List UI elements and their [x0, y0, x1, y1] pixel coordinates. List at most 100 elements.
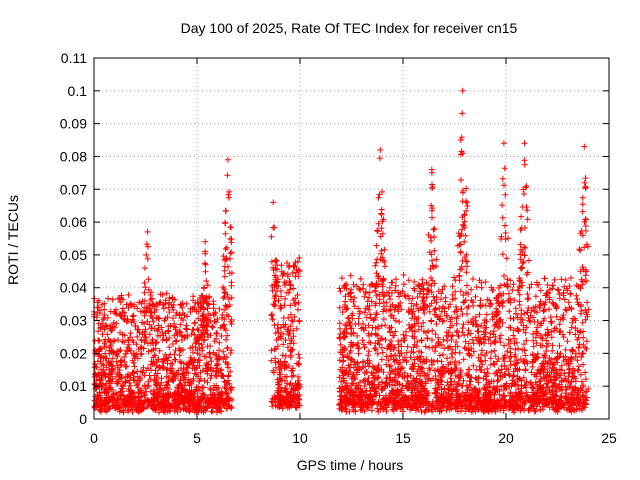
data-point — [548, 318, 555, 325]
data-point — [189, 365, 196, 372]
data-point — [221, 321, 227, 328]
data-point — [421, 310, 428, 317]
data-point — [110, 319, 117, 326]
data-point — [292, 403, 299, 410]
data-point — [136, 402, 143, 409]
data-point — [203, 362, 210, 369]
data-point — [483, 311, 490, 318]
data-point — [378, 356, 385, 363]
data-point — [180, 317, 186, 323]
data-point — [169, 294, 176, 301]
y-tick-label: 0.1 — [68, 83, 88, 99]
data-point — [287, 282, 294, 289]
data-point — [455, 230, 462, 237]
data-point — [197, 369, 204, 376]
data-point — [142, 385, 149, 392]
data-point — [105, 295, 112, 302]
data-point — [224, 332, 231, 339]
data-point — [290, 394, 297, 401]
data-point — [133, 382, 140, 389]
data-point — [118, 374, 124, 381]
data-point — [222, 230, 229, 237]
data-point — [142, 265, 148, 272]
data-point — [284, 260, 290, 266]
data-point — [101, 306, 108, 313]
data-point — [156, 347, 163, 354]
data-point — [478, 351, 484, 358]
data-point — [296, 254, 303, 261]
data-point — [538, 360, 545, 367]
data-point — [470, 348, 477, 355]
data-point — [119, 305, 126, 312]
data-point — [146, 331, 153, 338]
data-point — [502, 222, 508, 229]
data-point — [287, 311, 294, 318]
data-point — [521, 347, 528, 354]
data-point — [272, 274, 279, 281]
data-point — [205, 403, 212, 410]
data-point — [222, 220, 229, 227]
data-point — [135, 394, 142, 401]
data-point — [393, 276, 399, 283]
data-point — [148, 310, 155, 316]
data-point — [202, 238, 209, 245]
data-point — [220, 295, 227, 301]
data-point — [274, 266, 280, 273]
data-point — [272, 258, 279, 265]
data-point — [195, 340, 202, 347]
data-point — [151, 390, 158, 397]
data-point — [464, 203, 471, 209]
data-point — [453, 339, 460, 345]
data-point — [202, 250, 209, 257]
data-point — [290, 263, 297, 270]
data-point — [186, 360, 193, 367]
data-point — [355, 345, 361, 352]
data-point — [182, 379, 189, 386]
data-point — [202, 368, 209, 375]
data-point — [274, 393, 281, 400]
data-point — [149, 405, 156, 412]
data-point — [207, 375, 214, 382]
data-point — [160, 355, 167, 362]
data-point — [343, 322, 350, 329]
data-point — [484, 365, 491, 372]
data-point — [123, 363, 130, 370]
data-point — [109, 296, 116, 303]
data-point — [121, 309, 128, 316]
data-point — [169, 341, 176, 347]
data-point — [124, 407, 131, 414]
data-point — [210, 312, 217, 319]
data-point — [107, 361, 114, 367]
data-point — [225, 395, 232, 402]
data-point — [448, 351, 455, 357]
data-point — [272, 257, 279, 264]
data-point — [440, 351, 447, 358]
data-point — [202, 260, 208, 267]
data-point — [522, 244, 529, 251]
data-point — [98, 366, 104, 373]
data-point — [483, 350, 490, 356]
data-point — [456, 277, 463, 284]
data-point — [131, 303, 137, 310]
data-point — [286, 286, 293, 293]
data-point — [268, 357, 275, 364]
data-point — [499, 202, 506, 209]
data-point — [424, 286, 431, 293]
y-tick-label: 0 — [79, 411, 87, 427]
data-point — [464, 263, 470, 270]
data-point — [140, 345, 147, 352]
data-point — [175, 367, 182, 374]
data-point — [208, 395, 215, 402]
data-point — [432, 306, 439, 313]
y-tick-label: 0.07 — [60, 181, 87, 197]
data-point — [219, 395, 226, 402]
data-point — [444, 355, 451, 362]
data-point — [144, 340, 151, 347]
data-point — [525, 295, 532, 302]
data-point — [433, 256, 440, 263]
data-point — [295, 360, 302, 367]
data-point — [190, 375, 197, 382]
data-point — [118, 292, 125, 299]
data-point — [158, 379, 165, 386]
data-point — [579, 392, 586, 399]
